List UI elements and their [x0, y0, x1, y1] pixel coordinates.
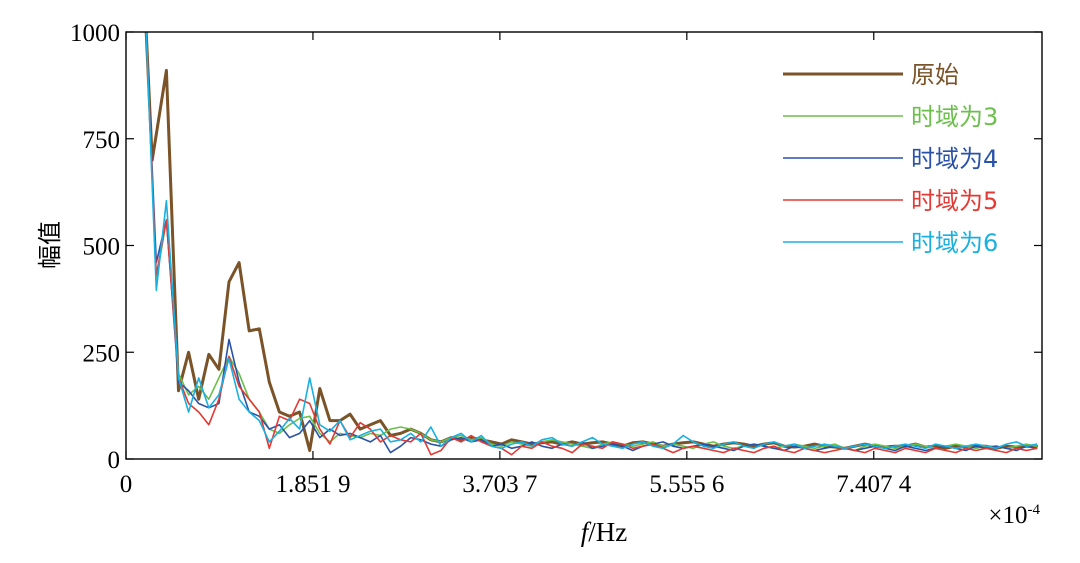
- y-axis: 0 250 500 750 1000: [70, 20, 1042, 474]
- y-tick-label: 500: [83, 234, 121, 261]
- x-axis: 0 1.851 9 3.703 7 5.555 6 7.407 4: [120, 32, 912, 498]
- series-layer: [144, 32, 1038, 456]
- series-line-2: [145, 32, 1038, 454]
- x-tick-label: 5.555 6: [649, 471, 724, 498]
- y-tick-label: 0: [108, 447, 121, 474]
- x-tick-label: 1.851 9: [275, 471, 350, 498]
- legend-label: 原始: [911, 61, 959, 89]
- legend-label: 时域为3: [911, 103, 998, 131]
- y-tick-label: 750: [83, 127, 121, 154]
- y-tick-label: 1000: [70, 20, 120, 47]
- x-tick-label: 7.407 4: [836, 471, 912, 498]
- series-line-3: [145, 32, 1038, 456]
- x-axis-title: f/Hz: [581, 517, 628, 547]
- legend-label: 时域为5: [911, 187, 998, 215]
- x-tick-label: 3.703 7: [462, 471, 537, 498]
- plot-frame: [125, 31, 1043, 460]
- series-line-4: [145, 32, 1038, 450]
- x-axis-multiplier: ×10-4: [988, 502, 1040, 529]
- legend-label: 时域为6: [911, 229, 998, 257]
- y-tick-label: 250: [83, 340, 121, 367]
- y-axis-title: 幅值: [36, 221, 64, 269]
- x-tick-label: 0: [120, 471, 133, 498]
- legend-label: 时域为4: [911, 145, 998, 173]
